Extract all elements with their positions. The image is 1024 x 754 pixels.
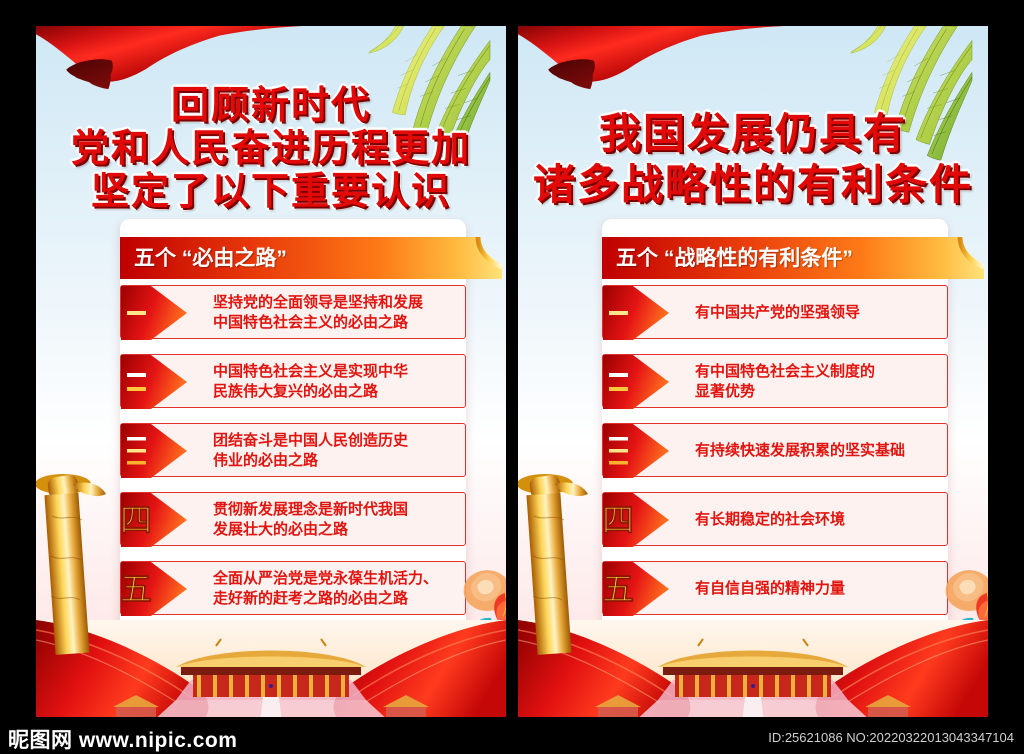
svg-text:五: 五 [121, 571, 152, 607]
svg-text:四: 四 [603, 502, 634, 538]
svg-text:四: 四 [121, 502, 152, 538]
svg-text:五: 五 [603, 571, 634, 607]
